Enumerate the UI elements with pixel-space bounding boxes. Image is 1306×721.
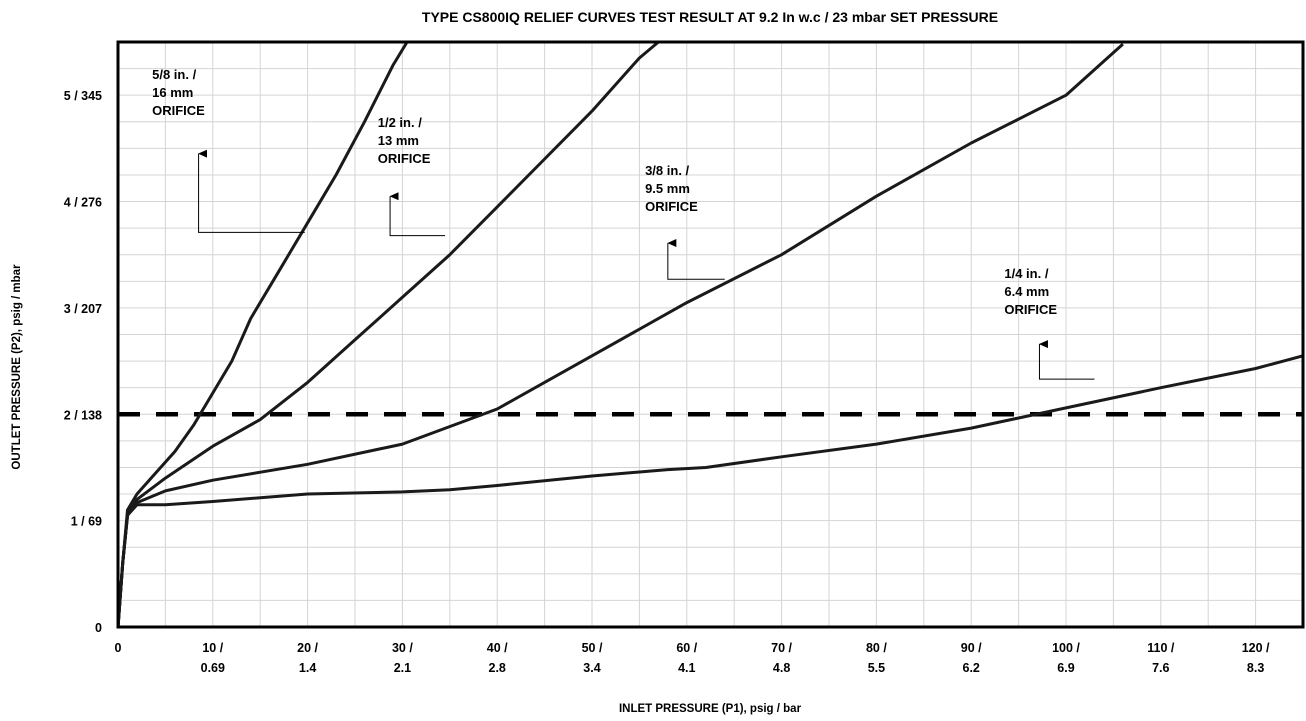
x-tick-label-9: 90 / (961, 641, 982, 655)
x-tick-label-11: 110 / (1147, 641, 1175, 655)
x-tick-sublabel-12: 8.3 (1247, 661, 1264, 675)
x-axis-title: INLET PRESSURE (P1), psig / bar (619, 703, 802, 715)
y-tick-label-0: 0 (95, 621, 102, 635)
annotation-label-2: 3/8 in. / (645, 163, 689, 178)
x-tick-sublabel-1: 0.69 (201, 661, 225, 675)
x-tick-sublabel-5: 3.4 (583, 661, 600, 675)
x-tick-sublabel-8: 5.5 (868, 661, 885, 675)
annotation-label-3: 1/4 in. / (1004, 266, 1048, 281)
annotation-label-1: ORIFICE (378, 151, 431, 166)
annotation-label-0: ORIFICE (152, 103, 205, 118)
plot-frame (116, 40, 1305, 629)
x-tick-sublabel-11: 7.6 (1152, 661, 1169, 675)
annotation-leader-1 (389, 192, 446, 237)
x-tick-labels: 0 10 / 0.69 20 / 1.4 30 / 2.1 40 / 2.8 50 / 3.4 60 … (115, 641, 1270, 675)
annotation-leader-3 (1038, 340, 1095, 380)
annotation-label-2: 9.5 mm (645, 181, 690, 196)
series-line-0 (116, 41, 409, 628)
annotation-label-3: ORIFICE (1004, 302, 1057, 317)
series-layer (116, 40, 1304, 628)
x-tick-sublabel-4: 2.8 (489, 661, 506, 675)
annotation-label-3: 6.4 mm (1004, 284, 1049, 299)
chart-title: TYPE CS800IQ RELIEF CURVES TEST RESULT A… (422, 9, 998, 25)
x-tick-label-3: 30 / (392, 641, 413, 655)
x-tick-sublabel-10: 6.9 (1057, 661, 1074, 675)
annotation-label-2: ORIFICE (645, 199, 698, 214)
y-tick-label-1: 1 / 69 (71, 515, 102, 529)
annotation-label-1: 1/2 in. / (378, 115, 422, 130)
x-tick-sublabel-2: 1.4 (299, 661, 316, 675)
annotation-label-0: 5/8 in. / (152, 67, 196, 82)
x-tick-sublabel-6: 4.1 (678, 661, 695, 675)
annotation-label-1: 13 mm (378, 133, 419, 148)
y-tick-label-2: 2 / 138 (64, 408, 102, 422)
x-tick-label-6: 60 / (676, 641, 697, 655)
annotation-label-0: 16 mm (152, 85, 193, 100)
y-axis-title: OUTLET PRESSURE (P2), psig / mbar (11, 264, 23, 470)
x-tick-label-5: 50 / (582, 641, 603, 655)
y-tick-label-5: 5 / 345 (64, 89, 102, 103)
x-tick-label-8: 80 / (866, 641, 887, 655)
x-tick-sublabel-9: 6.2 (963, 661, 980, 675)
y-tick-labels: 0 1 / 69 2 / 138 3 / 207 4 / 276 5 / 345 (64, 89, 102, 635)
x-tick-label-10: 100 / (1052, 641, 1080, 655)
series-line-3 (116, 354, 1304, 628)
x-tick-label-7: 70 / (771, 641, 792, 655)
grid (118, 42, 1303, 627)
y-tick-label-4: 4 / 276 (64, 196, 102, 210)
annotation-layer: 5/8 in. / 16 mm ORIFICE 1/2 in. / 13 mm ORIFI… (152, 67, 1095, 380)
series-line-2 (116, 42, 1124, 628)
y-tick-label-3: 3 / 207 (64, 302, 102, 316)
annotation-leader-0 (198, 149, 305, 233)
x-tick-sublabel-3: 2.1 (394, 661, 411, 675)
x-tick-label-1: 10 / (202, 641, 223, 655)
x-tick-label-2: 20 / (297, 641, 318, 655)
x-tick-sublabel-7: 4.8 (773, 661, 790, 675)
x-tick-label-0: 0 (115, 641, 122, 655)
annotation-leader-2 (667, 239, 725, 280)
x-tick-label-12: 120 / (1242, 641, 1270, 655)
x-tick-label-4: 40 / (487, 641, 508, 655)
